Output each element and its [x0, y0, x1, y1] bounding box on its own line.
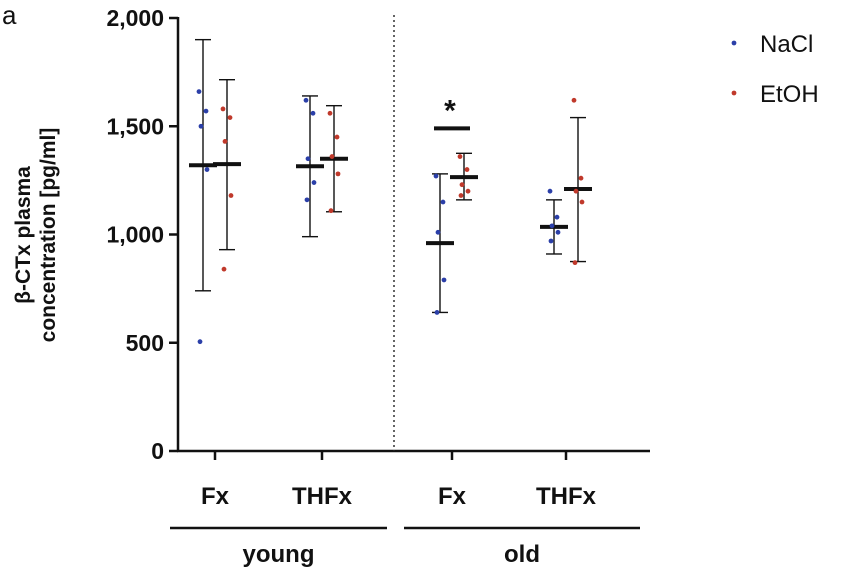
data-point-nacl — [198, 123, 204, 129]
y-tick-label: 0 — [151, 438, 164, 464]
data-point-etoh — [327, 110, 333, 116]
data-point-etoh — [464, 167, 470, 172]
data-group-nacl — [296, 95, 324, 238]
data-point-nacl — [548, 238, 554, 244]
data-point-nacl — [305, 156, 311, 162]
data-point-etoh — [465, 188, 471, 194]
data-point-etoh — [572, 260, 578, 266]
significance-star: * — [444, 94, 456, 127]
legend-label-nacl: NaCl — [760, 31, 813, 58]
legend-marker-etoh — [731, 90, 737, 96]
data-point-etoh — [221, 266, 227, 272]
data-point-etoh — [457, 154, 463, 159]
data-point-nacl — [196, 89, 202, 95]
data-group-etoh — [213, 79, 241, 272]
data-point-nacl — [435, 229, 441, 235]
data-point-nacl — [555, 229, 561, 235]
panel-letter: a — [2, 0, 17, 30]
group-label: old — [504, 541, 540, 568]
data-group-nacl — [189, 38, 217, 345]
y-tick-label: 1,000 — [106, 222, 164, 248]
data-point-nacl — [197, 339, 203, 345]
group-label: young — [243, 541, 315, 568]
data-point-etoh — [578, 175, 584, 181]
data-point-etoh — [458, 193, 464, 198]
legend: NaCl EtOH — [731, 31, 819, 108]
data-point-nacl — [310, 110, 316, 116]
axes: 0 500 1,000 1,500 2,000 Fx THFx Fx THFx young old — [106, 5, 650, 568]
data-point-nacl — [433, 173, 439, 179]
data-point-etoh — [579, 199, 585, 205]
data-point-nacl — [203, 108, 209, 114]
legend-label-etoh: EtOH — [760, 81, 819, 108]
data-point-nacl — [204, 167, 210, 172]
data-point-etoh — [222, 139, 228, 144]
data-point-etoh — [335, 171, 341, 177]
data-point-etoh — [220, 106, 226, 112]
data-point-nacl — [304, 197, 310, 203]
x-category-label: Fx — [438, 483, 467, 510]
legend-marker-nacl — [731, 40, 737, 46]
data-point-etoh — [227, 115, 233, 120]
data-point-nacl — [434, 310, 440, 315]
data-point-nacl — [441, 277, 447, 283]
data-point-nacl — [311, 180, 317, 185]
y-axis-label: β-CTx plasma concentration [pg/ml] — [12, 128, 60, 343]
data-point-etoh — [228, 193, 234, 198]
y-tick-label: 1,500 — [106, 113, 164, 139]
data-point-nacl — [303, 97, 309, 103]
y-tick-label: 500 — [126, 330, 164, 356]
data-point-nacl — [549, 223, 555, 229]
data-point-etoh — [571, 97, 577, 103]
data-point-nacl — [554, 214, 560, 220]
data-point-etoh — [459, 182, 465, 188]
data-group-nacl — [426, 173, 454, 315]
y-axis-label-line: β-CTx plasma — [12, 166, 35, 304]
data-point-etoh — [329, 154, 335, 159]
x-category-label: THFx — [292, 483, 353, 510]
x-category-label: THFx — [536, 483, 597, 510]
data-group-etoh — [564, 97, 592, 266]
x-category-label: Fx — [201, 483, 230, 510]
data-point-nacl — [547, 188, 553, 194]
data-point-nacl — [440, 199, 446, 205]
data-point-etoh — [334, 134, 340, 140]
data-group-etoh — [320, 104, 348, 214]
plot-marks: * — [189, 38, 592, 345]
data-group-nacl — [540, 188, 568, 255]
data-point-etoh — [573, 188, 579, 194]
y-axis-label-line: concentration [pg/ml] — [37, 128, 60, 343]
data-group-etoh — [450, 152, 478, 201]
data-point-etoh — [328, 208, 334, 214]
y-tick-label: 2,000 — [106, 5, 164, 31]
